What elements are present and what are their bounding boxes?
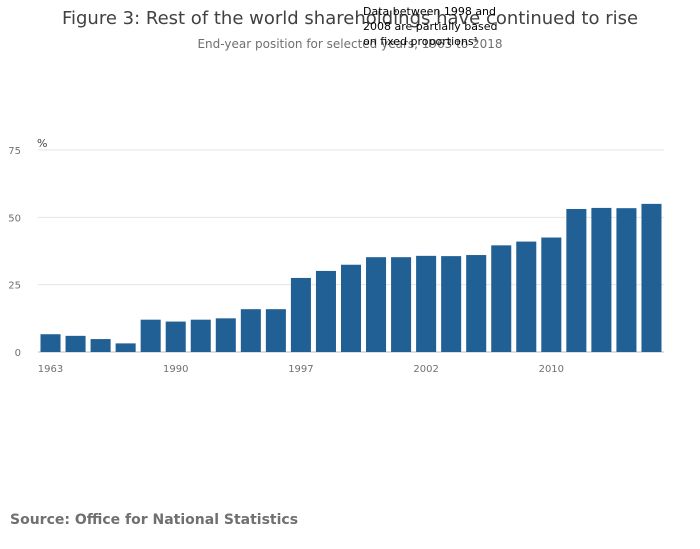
bar-2016[interactable]: [616, 208, 637, 352]
bar-1998[interactable]: [315, 270, 336, 352]
bar-1999[interactable]: [340, 264, 362, 352]
annotation: Data between 1998 and 2008 are partially…: [363, 5, 497, 48]
bar-2001[interactable]: [391, 257, 412, 352]
bar-2006[interactable]: [491, 245, 512, 352]
x-tick-label: 1963: [38, 364, 63, 375]
bar-2000[interactable]: [366, 257, 387, 352]
bar-1993[interactable]: [240, 309, 261, 352]
chart-title: Figure 3: Rest of the world shareholding…: [62, 8, 638, 29]
x-tick-label: 1997: [288, 364, 313, 375]
bar-1963[interactable]: [40, 334, 61, 352]
bar-1969[interactable]: [65, 335, 86, 352]
y-tick-label: 50: [8, 213, 21, 224]
bar-1994[interactable]: [265, 309, 286, 352]
bar-2004[interactable]: [466, 255, 487, 352]
bar-1981[interactable]: [115, 343, 136, 352]
bar-1997[interactable]: [290, 277, 311, 352]
bar-1991[interactable]: [190, 319, 211, 352]
y-tick-label: 25: [8, 281, 21, 292]
bar-2018[interactable]: [641, 203, 662, 352]
source-note: Source: Office for National Statistics: [10, 512, 299, 528]
chart-subtitle: End-year position for selected years, 19…: [197, 37, 502, 51]
bar-2014[interactable]: [591, 207, 612, 352]
bar-1992[interactable]: [215, 318, 236, 352]
y-axis-unit-label: %: [37, 137, 47, 150]
bar-1975[interactable]: [90, 339, 111, 352]
annotation-line-3: on fixed proportions¹: [363, 35, 478, 48]
bar-1990[interactable]: [165, 321, 186, 352]
bars: [40, 203, 662, 352]
annotation-line-2: 2008 are partially based: [363, 20, 497, 33]
x-tick-label: 2002: [413, 364, 438, 375]
bar-2002[interactable]: [416, 255, 437, 352]
y-tick-label: 75: [8, 146, 21, 157]
x-tick-label: 1990: [163, 364, 188, 375]
x-tick-label: 2010: [539, 364, 564, 375]
y-tick-label: 0: [15, 348, 21, 359]
bar-2010[interactable]: [541, 237, 562, 352]
bar-2012[interactable]: [566, 208, 587, 352]
y-axis-ticks: 0 25 50 75: [8, 146, 21, 359]
annotation-line-1: Data between 1998 and: [363, 5, 496, 18]
x-axis-ticks: 1963 1990 1997 2002 2010: [38, 364, 564, 375]
bar-2008[interactable]: [516, 241, 537, 352]
bar-1989[interactable]: [140, 319, 161, 352]
bar-2003[interactable]: [441, 256, 462, 352]
